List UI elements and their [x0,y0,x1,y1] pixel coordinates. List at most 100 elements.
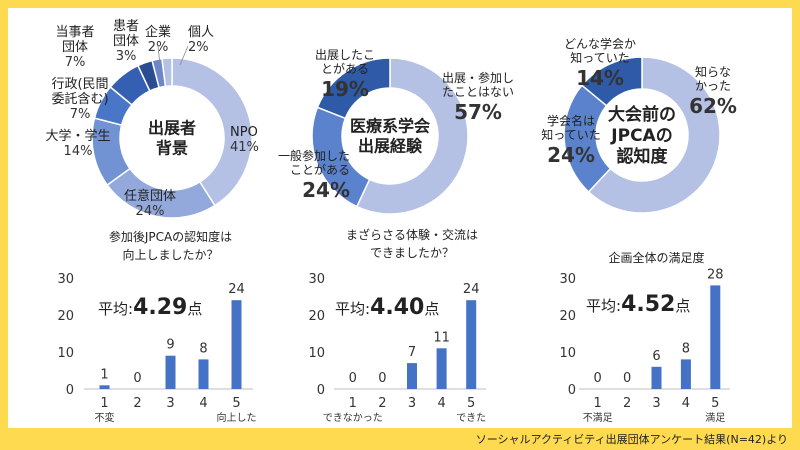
footer-source: ソーシャルアクティビティ出展団体アンケート結果(N=42)より [475,433,788,446]
x-tick-note: 満足 [705,412,725,424]
y-tick-label: 20 [57,309,74,324]
slice-value-label: 24% [302,178,350,202]
slice-label: 任意団体 [124,188,176,204]
slice-value-label: 24% [136,204,165,219]
x-tick-note: 不変 [95,411,115,424]
slice-value-label: 7% [70,107,91,122]
slice-label: NPO [230,125,258,140]
leader-line [179,45,189,66]
bar-value-label: 8 [682,341,690,356]
slice-value-label: 19% [321,77,369,101]
slice-value-label: 41% [230,140,259,155]
report-card: 出展者背景 NPO 41% 任意団体 24% 大学・学生 14% 行政(民間委託含む) 7% 当事… [8,8,792,428]
bar [231,300,242,389]
y-tick-label: 30 [57,272,74,287]
bar-value-label: 24 [463,282,480,297]
x-tick-note: できなかった [323,412,383,424]
bar-value-label: 7 [408,345,416,360]
bar-value-label: 0 [378,371,386,386]
slice-value-label: 2% [188,40,209,55]
x-tick-note: 不満足 [583,412,613,424]
bar [680,359,691,389]
x-tick-label: 1 [594,396,602,411]
slice-label: どんな学会か知っていた [564,36,636,65]
y-tick-label: 0 [317,383,325,398]
bar-value-label: 6 [652,349,660,364]
bar [710,285,721,389]
slice-label: 行政(民間委託含む) [51,77,108,107]
slice-label: 出展・参加したことはない [442,70,514,99]
donut-center-title: 医療系学会出展経験 [350,117,430,156]
x-tick-label: 4 [682,396,690,411]
bar-value-label: 0 [594,371,602,386]
bar-value-label: 28 [707,267,724,282]
donut-slice [587,56,721,214]
slice-label: 患者団体 [113,19,139,49]
slice-label: 企業 [145,24,171,40]
bar [165,355,176,389]
bar [651,366,662,389]
x-tick-note: できた [456,412,486,424]
y-tick-label: 30 [559,272,576,287]
x-tick-label: 1 [100,396,108,411]
slice-label: 大学・学生 [45,128,110,144]
donut-center-title: 出展者背景 [148,119,196,158]
bar-chart-title: 参加後JPCAの認知度は向上しましたか？ [109,229,232,262]
bar-chart-1: 参加後JPCAの認知度は向上しましたか？010203011不変029384245… [57,229,256,424]
x-tick-label: 5 [467,396,475,411]
bar [407,363,417,389]
y-tick-label: 0 [66,383,74,398]
slice-label: 個人 [188,25,214,40]
average-annotation: 平均:4.40点 [335,295,439,320]
x-tick-label: 3 [408,396,416,411]
y-tick-label: 30 [308,272,325,287]
x-tick-label: 4 [199,396,207,411]
bar [436,348,447,389]
donut-slice [171,57,253,207]
slice-value-label: 7% [65,55,86,70]
slice-value-label: 57% [454,100,502,124]
y-tick-label: 20 [559,309,576,324]
x-tick-label: 3 [652,396,660,411]
bar [466,300,477,389]
y-tick-label: 0 [568,383,576,398]
bar-value-label: 24 [228,282,245,297]
bar [198,359,209,389]
bar-value-label: 0 [349,371,357,386]
slice-value-label: 24% [547,143,595,167]
x-tick-label: 2 [133,396,141,411]
bar-chart-title: 企画全体の満足度 [608,250,704,265]
x-tick-label: 3 [166,396,174,411]
slice-value-label: 3% [116,49,137,64]
slice-label: 知らなかった [695,65,731,93]
donut-center-title: 大会前の JPCAの認知度 [608,104,676,167]
leader-line [157,45,161,66]
y-tick-label: 10 [308,346,325,361]
x-tick-label: 5 [232,396,240,411]
bar-value-label: 1 [100,367,108,382]
bar-value-label: 0 [623,371,631,386]
bar-value-label: 8 [199,341,207,356]
bar [99,385,110,389]
donut-slice [316,57,391,120]
average-annotation: 平均:4.29点 [98,295,202,320]
charts-canvas: 出展者背景NPO41%任意団体24%大学・学生14%行政(民間委託含む)7%当事… [45,19,737,424]
x-tick-label: 1 [349,396,357,411]
y-tick-label: 10 [559,346,576,361]
x-tick-label: 2 [378,396,386,411]
slice-value-label: 14% [576,66,624,90]
bar-value-label: 11 [433,330,450,345]
bar-value-label: 0 [133,371,141,386]
x-tick-label: 4 [437,396,445,411]
y-tick-label: 20 [308,309,325,324]
slice-label: 学会名は知っていた [541,113,600,142]
donut-slice [161,57,173,88]
donut-slice [580,56,643,107]
donut-slice [355,57,469,215]
x-tick-label: 2 [623,396,631,411]
slice-value-label: 14% [64,144,93,159]
